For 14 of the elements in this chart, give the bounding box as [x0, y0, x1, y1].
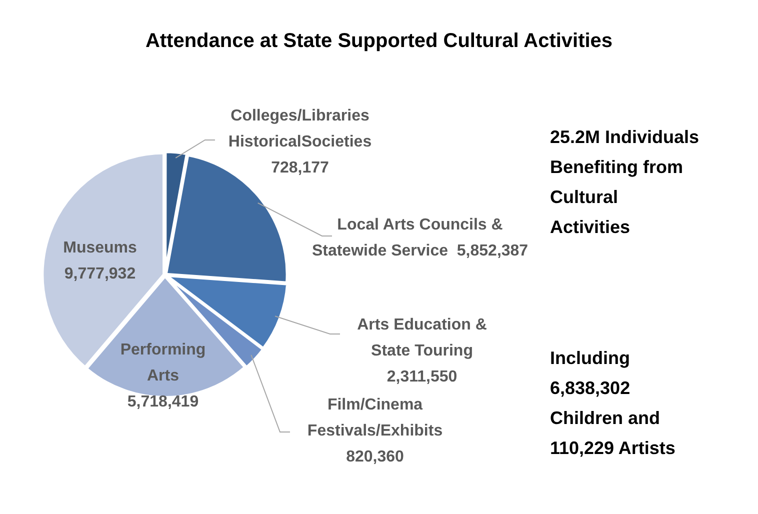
slice-label: Arts Education & State Touring	[357, 316, 488, 360]
data-label: 5,718,419	[127, 393, 199, 410]
slice-label: Film/Cinema Festivals/Exhibits	[307, 396, 443, 440]
text: 25.2M Individuals Benefiting from Cultural Activities	[550, 126, 700, 239]
data-label: 2,311,550	[386, 368, 458, 386]
data-label: 728,177	[271, 159, 330, 176]
chart-title: Attendance at State Supported Cultural Activities	[144, 30, 614, 53]
slice-label: Museums	[63, 239, 137, 256]
data-label: 820,360	[346, 448, 404, 466]
data-label: 9,777,932	[64, 265, 136, 282]
text: Including 6,838,302 Children and 110,229 Artists	[550, 347, 676, 460]
slice-label: Performing Arts	[120, 341, 206, 384]
slice-label: Local Arts Councils & Statewide Service 5,852,387	[312, 216, 528, 260]
slice-label: Colleges/Libraries HistoricalSocieties	[228, 107, 372, 150]
